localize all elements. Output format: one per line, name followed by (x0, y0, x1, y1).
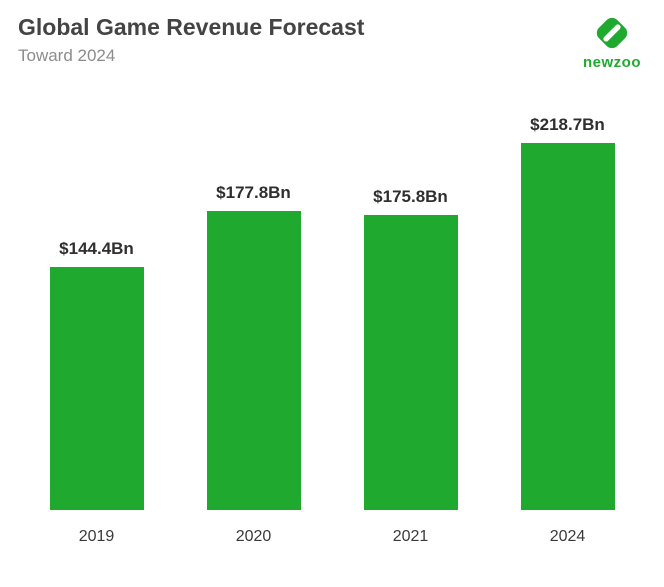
bar-col: $175.8Bn (332, 187, 489, 510)
bar-col: $218.7Bn (489, 115, 646, 510)
bar-col: $144.4Bn (18, 239, 175, 510)
bar (207, 211, 301, 510)
bar-value-label: $218.7Bn (530, 115, 605, 135)
chart-subtitle: Toward 2024 (18, 46, 646, 66)
x-axis-label: 2021 (332, 528, 489, 546)
bar-value-label: $177.8Bn (216, 183, 291, 203)
newzoo-icon (589, 10, 635, 56)
x-axis-label: 2024 (489, 528, 646, 546)
x-axis-label: 2019 (18, 528, 175, 546)
x-axis: 2019202020212024 (18, 528, 646, 546)
bar (364, 215, 458, 510)
bar-value-label: $144.4Bn (59, 239, 134, 259)
brand-logo: newzoo (578, 10, 646, 71)
chart-title: Global Game Revenue Forecast (18, 14, 646, 42)
bar-chart: $144.4Bn$177.8Bn$175.8Bn$218.7Bn 2019202… (18, 80, 646, 546)
x-axis-label: 2020 (175, 528, 332, 546)
bar-value-label: $175.8Bn (373, 187, 448, 207)
bar-col: $177.8Bn (175, 183, 332, 510)
bar (521, 143, 615, 510)
brand-logo-text: newzoo (578, 54, 646, 71)
bars-row: $144.4Bn $177.8Bn $175.8Bn $218.7Bn (18, 80, 646, 510)
chart-header: Global Game Revenue Forecast Toward 2024… (0, 0, 664, 80)
bar (50, 267, 144, 510)
